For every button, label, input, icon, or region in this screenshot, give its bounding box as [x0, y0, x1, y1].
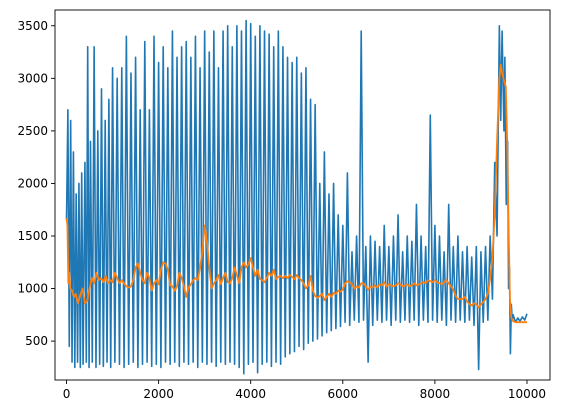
y-tick-label: 1000: [17, 282, 48, 296]
y-tick-label: 500: [25, 334, 48, 348]
y-tick-label: 2000: [17, 176, 48, 190]
x-tick-label: 2000: [143, 387, 174, 401]
x-tick-label: 10000: [508, 387, 546, 401]
x-tick-label: 6000: [328, 387, 359, 401]
axes-layer: 0 2000 4000 6000 8000 10000 500 1000 1500 2000 250…: [17, 19, 546, 401]
plot-frame: [54, 9, 551, 381]
y-tick-label: 3000: [17, 71, 48, 85]
series-line-raw: [65, 19, 528, 375]
y-tick-label: 2500: [17, 124, 48, 138]
series-layer: [65, 19, 528, 375]
x-tick-label: 4000: [235, 387, 266, 401]
y-tick-label: 3500: [17, 19, 48, 33]
y-tick-label: 1500: [17, 229, 48, 243]
x-tick-label: 0: [63, 387, 71, 401]
series-line-smoothed: [65, 63, 527, 324]
x-tick-label: 8000: [420, 387, 451, 401]
